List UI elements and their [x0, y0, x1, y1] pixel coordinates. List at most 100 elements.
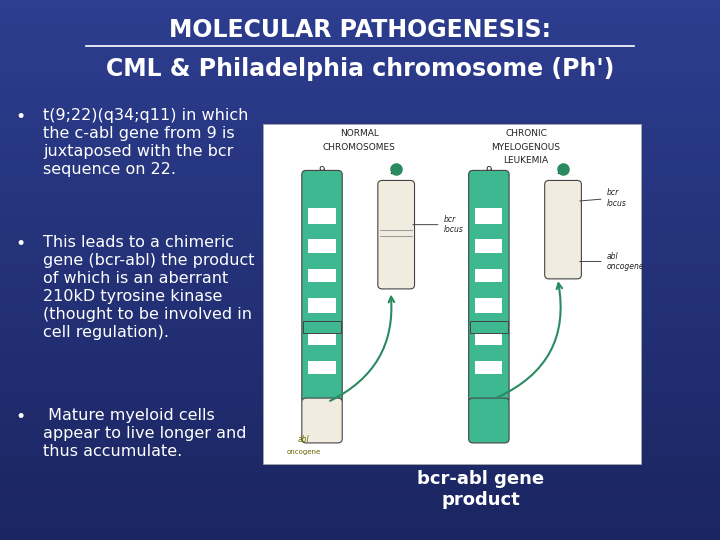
Text: CHROMOSOMES: CHROMOSOMES: [323, 143, 395, 152]
Text: Mature myeloid cells
appear to live longer and
thus accumulate.: Mature myeloid cells appear to live long…: [43, 408, 247, 458]
Bar: [0, 364, 720, 372]
Bar: [0, 480, 720, 486]
Bar: [0, 493, 720, 500]
Bar: [0, 148, 720, 156]
Text: abl: abl: [297, 435, 310, 444]
Bar: [0, 68, 720, 74]
Bar: [0, 513, 720, 519]
Bar: [0, 87, 720, 94]
FancyBboxPatch shape: [378, 180, 415, 289]
Bar: [0, 392, 720, 399]
Bar: [0, 358, 720, 365]
Bar: [0, 426, 720, 432]
Bar: [308, 208, 336, 224]
Bar: [0, 94, 720, 102]
Bar: [0, 465, 720, 472]
Text: bcr
locus: bcr locus: [413, 215, 464, 234]
Bar: [0, 459, 720, 465]
Bar: [0, 324, 720, 330]
Bar: [308, 298, 336, 314]
Bar: [308, 332, 336, 345]
Text: NORMAL: NORMAL: [340, 129, 379, 138]
Text: MYELOGENOUS: MYELOGENOUS: [492, 143, 560, 152]
Text: CML & Philadelphia chromosome (Ph'): CML & Philadelphia chromosome (Ph'): [106, 57, 614, 80]
Text: •: •: [16, 408, 26, 426]
Bar: [0, 297, 720, 303]
Bar: [0, 168, 720, 176]
Bar: [0, 507, 720, 513]
Bar: [0, 303, 720, 310]
Bar: [0, 270, 720, 276]
Bar: [0, 418, 720, 426]
Text: CHRONIC: CHRONIC: [505, 129, 547, 138]
Bar: [0, 60, 720, 68]
Text: •: •: [16, 235, 26, 253]
Bar: [475, 332, 503, 345]
Bar: [0, 432, 720, 438]
Bar: [0, 108, 720, 115]
Bar: [0, 534, 720, 540]
Bar: [0, 209, 720, 216]
Bar: [0, 330, 720, 338]
Bar: [308, 361, 336, 374]
Bar: [0, 222, 720, 230]
Bar: [0, 291, 720, 297]
Bar: [475, 361, 503, 374]
Bar: [0, 263, 720, 270]
Bar: [0, 135, 720, 141]
Bar: [308, 268, 336, 282]
Bar: [0, 230, 720, 237]
Bar: [0, 486, 720, 492]
Bar: [0, 378, 720, 384]
Bar: [0, 176, 720, 183]
Bar: [0, 162, 720, 168]
Bar: [0, 81, 720, 87]
Bar: [0, 345, 720, 351]
Bar: [0, 0, 720, 6]
Text: •: •: [16, 108, 26, 126]
FancyBboxPatch shape: [302, 398, 342, 443]
Bar: [0, 317, 720, 324]
Bar: [303, 321, 341, 333]
Bar: [0, 33, 720, 40]
Bar: [0, 519, 720, 526]
Text: bcr
locus: bcr locus: [580, 188, 626, 207]
Bar: [0, 384, 720, 391]
Text: LEUKEMIA: LEUKEMIA: [503, 156, 549, 165]
Bar: [0, 54, 720, 60]
Bar: [0, 372, 720, 378]
Bar: [0, 115, 720, 122]
FancyBboxPatch shape: [469, 171, 509, 403]
Bar: [0, 249, 720, 256]
Bar: [0, 438, 720, 445]
Text: oncogene: oncogene: [287, 449, 320, 455]
Text: abl
oncogene: abl oncogene: [580, 252, 644, 271]
FancyBboxPatch shape: [469, 398, 509, 443]
Bar: [0, 14, 720, 20]
Bar: [0, 74, 720, 81]
Text: t(9;22)(q34;q11) in which
the c-abl gene from 9 is
juxtaposed with the bcr
seque: t(9;22)(q34;q11) in which the c-abl gene…: [43, 108, 248, 177]
Bar: [0, 446, 720, 453]
Bar: [308, 239, 336, 253]
Bar: [0, 526, 720, 534]
Bar: [0, 141, 720, 149]
Bar: [0, 243, 720, 249]
Bar: [0, 195, 720, 202]
Bar: [0, 256, 720, 263]
Bar: [475, 268, 503, 282]
Text: 22: 22: [557, 166, 570, 176]
Bar: [0, 102, 720, 108]
Bar: [0, 156, 720, 162]
Bar: [0, 128, 720, 135]
Bar: [0, 47, 720, 54]
Bar: [0, 351, 720, 357]
Bar: [470, 321, 508, 333]
Bar: [0, 6, 720, 14]
Bar: [0, 276, 720, 284]
Bar: [0, 452, 720, 459]
Bar: [0, 40, 720, 47]
Bar: [475, 208, 503, 224]
Bar: [475, 239, 503, 253]
Bar: [0, 27, 720, 33]
Bar: [0, 338, 720, 345]
